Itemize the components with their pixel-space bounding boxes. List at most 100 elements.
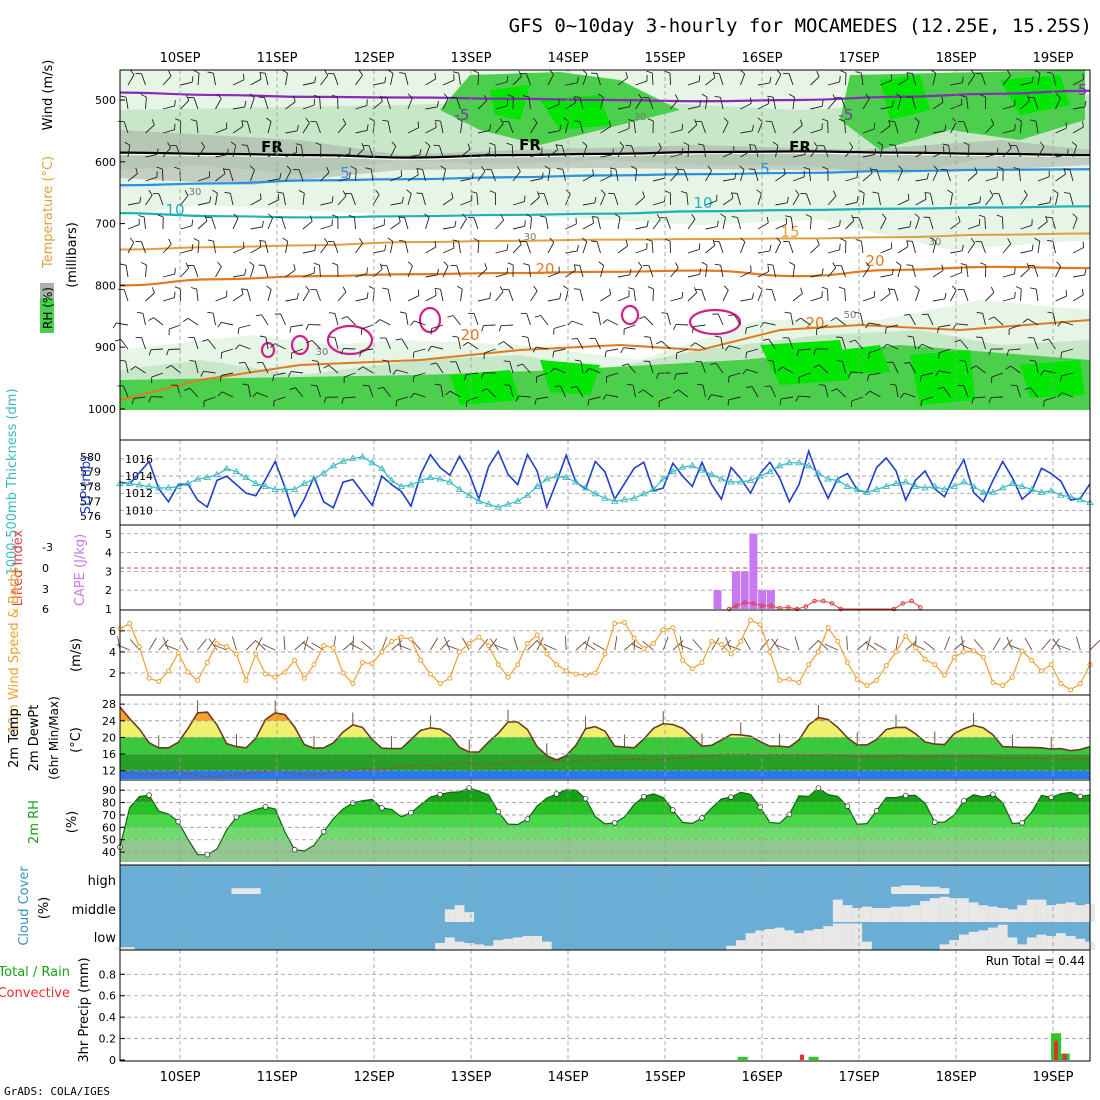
wind-barb-flag [990,286,995,293]
wind-barb-flag [655,373,659,379]
wind-barb-flag [202,339,209,342]
wind-barb [473,217,479,230]
wind-barb [617,295,630,302]
wind-barb [300,145,304,158]
wind-barb [123,289,129,302]
wind-barb-flag [1007,238,1012,245]
wind-barb [213,241,216,254]
wind-barb-flag [130,366,136,371]
wind-barb [827,195,837,206]
wind-barb-flag [506,244,509,251]
wind-barb-flag [839,75,841,82]
wind-barb-flag [856,196,859,203]
wind-barb-flag [270,343,276,348]
li-point [786,605,791,610]
wind-barb-flag [456,285,463,290]
contour-label: 20 [535,260,554,278]
wind-barb-flag [516,363,523,367]
wind-barb-flag [699,268,702,275]
thickness-point [145,482,153,489]
wind-barb [844,288,846,302]
wind-barb-flag [252,392,258,398]
wind-barb [354,216,356,230]
wind-barb-flag [600,189,606,195]
wind-barb-flag [849,339,856,343]
wind-barb-flag [602,319,608,324]
wind-barb [274,343,286,350]
wind-barb [145,264,147,278]
wind-barb-flag [821,268,824,275]
thickness-point [640,489,648,497]
wind-barb [720,97,724,110]
wind10-point [427,671,433,677]
wind-barb-flag [658,142,662,149]
wind-barb [894,121,899,134]
wind-barb-flag [723,285,729,291]
wind-barb [633,289,636,302]
wind-barb [861,241,864,254]
wind-barb [886,324,899,329]
wind-barb-flag [990,118,995,125]
wind10-point [272,674,278,680]
wind-barb-flag [944,292,947,299]
wind10-point [631,635,637,641]
contour-label: FR [789,138,811,156]
wind-barb [792,154,805,158]
thickness-point [610,497,619,504]
cloud-low-cell [541,941,552,950]
wind-barb [577,338,584,350]
wind-barb [189,387,199,398]
wind-barb-flag [267,213,273,219]
wind-barb [250,246,262,254]
wind-barb [222,391,234,398]
wind-barb-flag [409,393,415,399]
wind-barb-flag [728,314,735,317]
wind-barb [693,324,706,328]
wind-barb [781,396,794,400]
wind-barb [264,241,269,254]
wind10-barb [808,639,820,651]
wind-barb [897,97,902,110]
wind-barb [273,396,286,402]
wind-barb-flag [359,238,363,244]
wind-barb [862,193,865,206]
cloud-low-cell [939,944,950,950]
thickness-point [1066,492,1075,500]
wind-barb-flag [728,376,730,383]
wind-barb-flag [831,388,838,392]
wind-barb [215,296,227,302]
wind-barb-flag [289,387,296,391]
wind-barb-flag [691,213,696,220]
upper-tick-label: 800 [95,279,116,292]
wind-barb [1002,297,1015,302]
wind-barb [440,289,444,302]
wind10-point [214,640,220,646]
wind-barb-flag [1031,244,1034,251]
wind-barb-flag [412,351,415,359]
wind-barb [950,250,963,254]
cloud-middle-cell [1007,909,1018,922]
wind-barb-flag [608,120,612,127]
wind-barb-flag [988,348,992,355]
thickness-tick-label: 580 [80,451,101,464]
thickness-tick-label: 576 [80,510,101,523]
li-point [733,603,739,609]
wind-barb [635,169,638,182]
wind-barb [320,172,330,182]
wind-barb [161,168,164,182]
wind-barb [229,169,234,182]
thickness-point [475,497,483,504]
wind-barb-flag [500,214,505,221]
wind-barb-flag [903,314,910,316]
wind-barb-flag [699,100,702,107]
wind-barb-flag [365,167,372,170]
cloud-middle-cell [929,898,940,922]
wind-barb [477,297,490,302]
wind-barb-flag [751,292,754,299]
wind-barb [757,271,769,278]
wind-barb [302,104,315,110]
wind-barb [285,298,298,302]
wind-barb-flag [217,93,222,99]
wind-barb [810,273,823,278]
